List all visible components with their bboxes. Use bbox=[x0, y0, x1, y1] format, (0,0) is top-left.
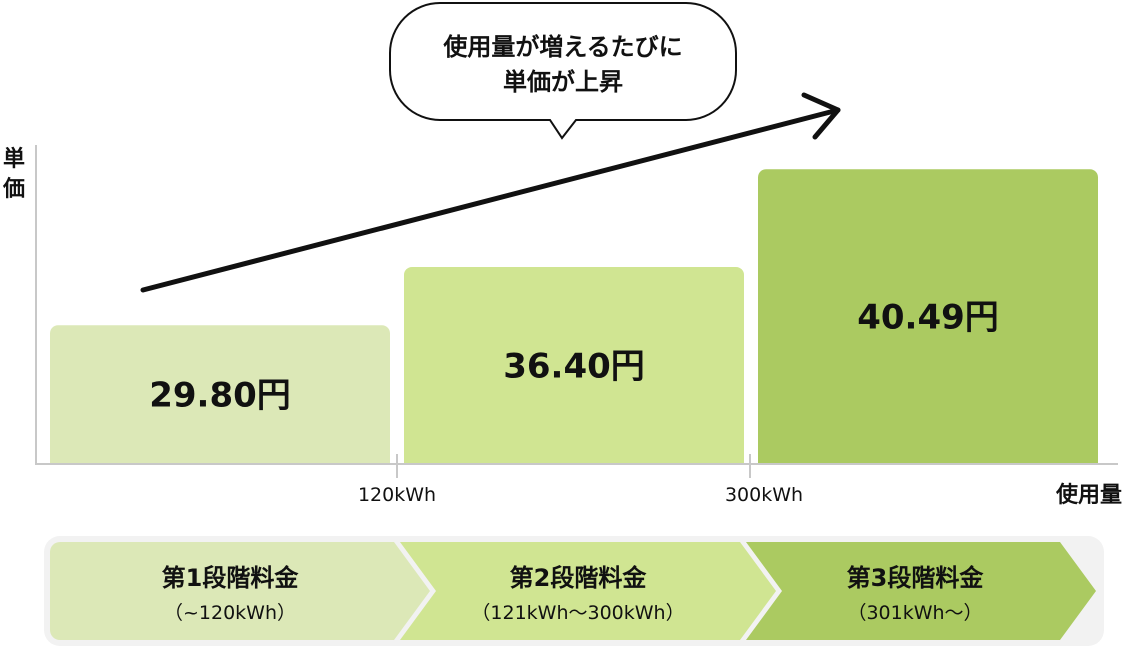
y-axis-label-2: 価 bbox=[2, 177, 25, 202]
bar-value-label: 40.49円 bbox=[857, 298, 999, 338]
tier-1-name: 第1段階料金 bbox=[162, 564, 300, 592]
y-axis-label-1: 単 bbox=[3, 146, 25, 172]
callout-line-2: 単価が上昇 bbox=[503, 68, 623, 96]
tier-3-range: （301kWh〜） bbox=[847, 602, 982, 624]
x-tick-label: 120kWh bbox=[358, 484, 436, 506]
tier-1-range: （~120kWh） bbox=[164, 602, 296, 624]
callout-line-1: 使用量が増えるたびに bbox=[442, 33, 682, 61]
tier-2-name: 第2段階料金 bbox=[510, 564, 648, 592]
x-axis-label: 使用量 bbox=[1055, 483, 1122, 508]
x-tick-label: 300kWh bbox=[725, 484, 803, 506]
tier-1-chevron bbox=[50, 542, 430, 640]
bar-value-label: 29.80円 bbox=[149, 376, 291, 416]
bar-value-label: 36.40円 bbox=[503, 346, 645, 386]
bar-1 bbox=[50, 325, 390, 464]
bar-2 bbox=[404, 266, 744, 464]
tier-2-range: （121kWh〜300kWh） bbox=[471, 602, 684, 624]
tier-2-chevron bbox=[400, 542, 776, 640]
trend-arrow-icon bbox=[140, 92, 841, 293]
callout-bubble: 使用量が増えるたびに 単価が上昇 bbox=[389, 2, 737, 140]
bar-3 bbox=[758, 169, 1098, 464]
tier-3-name: 第3段階料金 bbox=[847, 564, 985, 592]
tier-3-chevron bbox=[746, 542, 1096, 640]
